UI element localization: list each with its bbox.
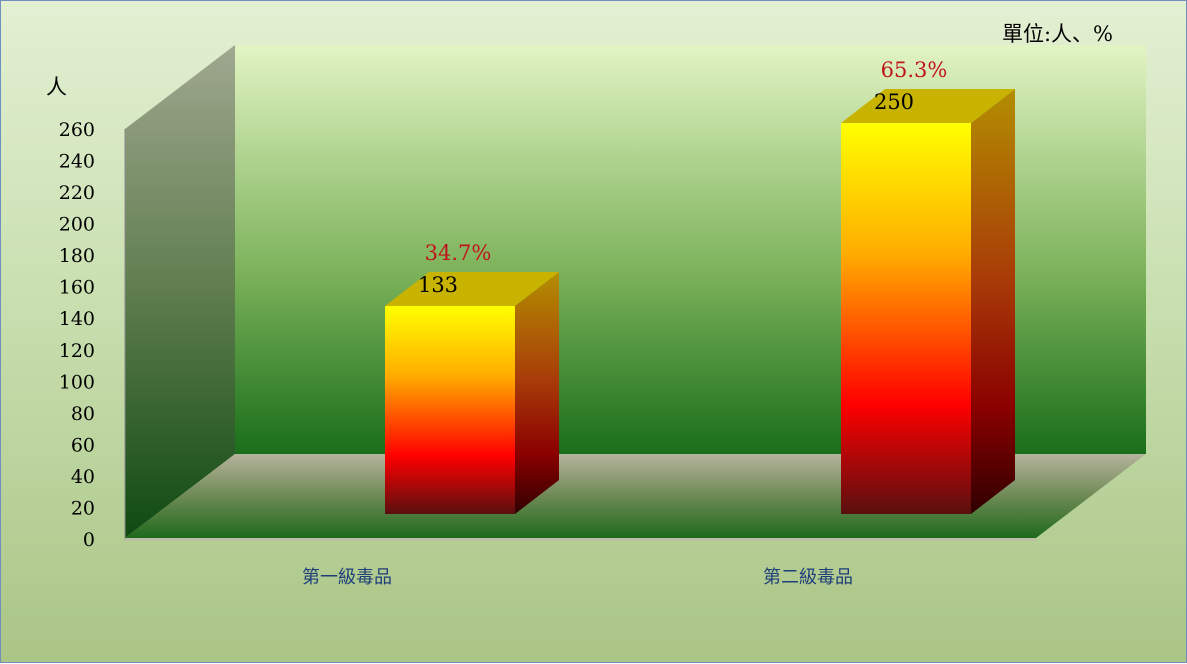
bar-2: 250 65.3% [841,58,1015,515]
bar-top-face [385,272,559,307]
bars: 133 34.7% 250 65.3% [385,58,1015,515]
y-tick-label: 140 [59,308,95,330]
y-axis-title: 人 [46,75,67,99]
y-tick-label: 20 [71,497,95,519]
y-tick-label: 100 [59,371,95,393]
y-tick-label: 240 [59,151,95,173]
bar-value-label: 133 [418,273,458,297]
y-tick-label: 40 [71,466,95,488]
bar-percent-label: 65.3% [881,58,948,82]
bar-front-face [385,306,515,514]
y-tick-label: 180 [59,245,95,267]
category-label-first-grade: 第一級毒品 [302,567,392,588]
y-tick-label: 120 [59,340,95,362]
y-tick-label: 80 [71,403,95,425]
y-tick-labels: 0 20 40 60 80 100 120 140 160 180 200 220 240 260 [59,119,95,551]
bar-side-face [971,89,1015,515]
bar-value-label: 250 [874,90,914,114]
category-label-second-grade: 第二級毒品 [763,567,853,588]
y-tick-label: 60 [71,434,95,456]
bar-top-face [841,89,1015,124]
unit-note: 單位:人、% [1002,22,1113,46]
y-tick-label: 0 [83,529,95,551]
side-wall [125,45,235,538]
bar-1: 133 34.7% [385,241,559,514]
y-tick-label: 220 [59,182,95,204]
y-tick-label: 200 [59,214,95,236]
floor-front-edge [125,538,1036,541]
bar-side-face [515,272,559,514]
y-tick-label: 160 [59,277,95,299]
bar-percent-label: 34.7% [425,241,492,265]
y-tick-label: 260 [59,119,95,141]
bar-front-face [841,123,971,515]
